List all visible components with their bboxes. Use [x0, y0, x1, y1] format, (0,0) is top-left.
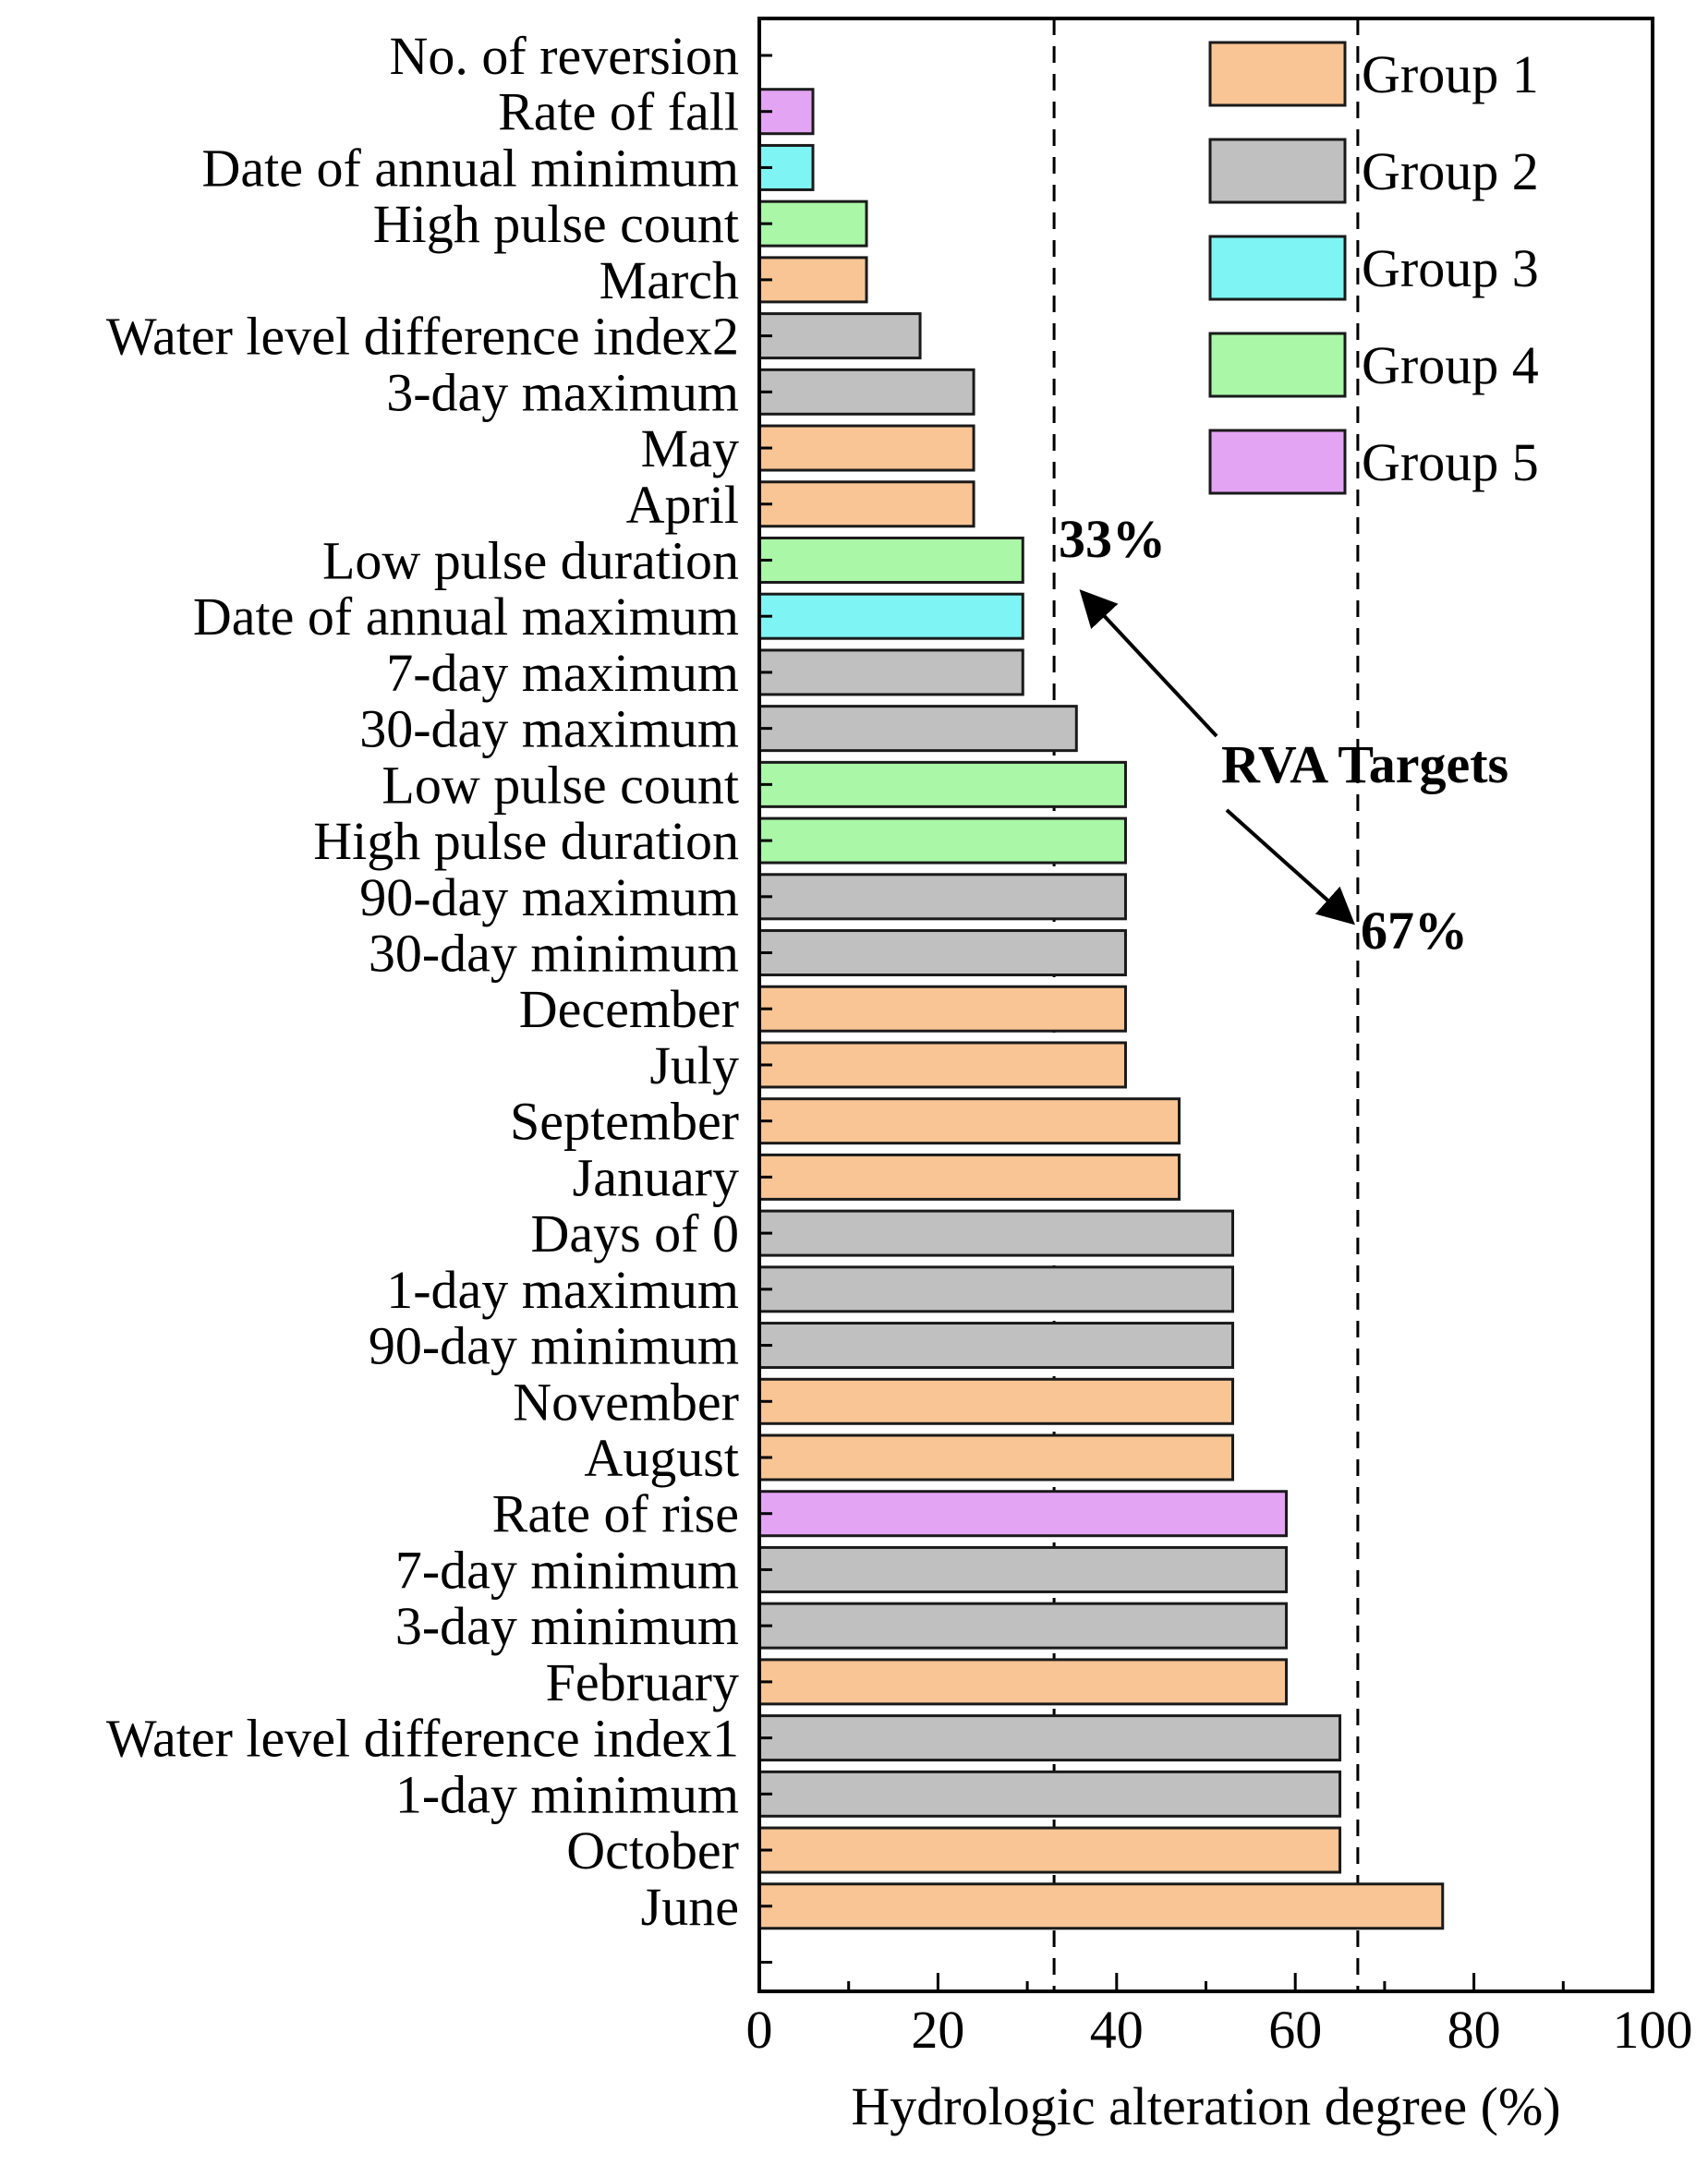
category-label: Water level difference index1: [106, 1709, 739, 1769]
arrow-to-67: [1225, 808, 1355, 925]
bar-10: [757, 592, 1024, 640]
bar-12: [757, 705, 1078, 753]
category-label: 30-day minimum: [369, 924, 739, 984]
bar-22: [757, 1265, 1235, 1313]
category-label: Low pulse duration: [322, 530, 739, 590]
bar-5: [757, 312, 922, 360]
legend-swatch: [1208, 235, 1347, 301]
legend-swatch: [1208, 429, 1347, 495]
bar-33: [757, 1882, 1445, 1930]
category-label: November: [513, 1372, 739, 1432]
bar-9: [757, 536, 1024, 584]
bar-series: [757, 88, 1445, 1930]
category-label: 90-day maximum: [359, 867, 739, 927]
category-label: 3-day maximum: [386, 362, 739, 422]
bar-23: [757, 1322, 1235, 1370]
category-label: May: [641, 418, 739, 478]
x-tick-label: 20: [911, 2000, 964, 2060]
bar-15: [757, 873, 1127, 921]
bar-30: [757, 1714, 1342, 1762]
category-label: Low pulse count: [382, 755, 739, 815]
bar-11: [757, 648, 1024, 696]
bar-20: [757, 1153, 1181, 1201]
category-label: January: [573, 1147, 739, 1207]
category-label: Rate of rise: [492, 1484, 739, 1544]
legend-swatch: [1208, 138, 1347, 204]
x-tick-label: 0: [746, 2000, 773, 2060]
category-label: August: [584, 1428, 739, 1488]
rva-targets-label: RVA Targets: [1221, 734, 1508, 794]
category-label: 3-day minimum: [395, 1596, 739, 1656]
category-label: July: [649, 1035, 739, 1095]
bar-4: [757, 256, 868, 304]
bar-13: [757, 760, 1127, 808]
category-label: Rate of fall: [498, 82, 739, 142]
category-label: High pulse duration: [313, 811, 739, 871]
category-label: 1-day minimum: [395, 1764, 739, 1824]
legend-swatch: [1208, 41, 1347, 107]
high-target-label: 67%: [1361, 901, 1468, 961]
axes: 0 20 40 60 80 100 Hydrologic alteration degree…: [746, 17, 1693, 2136]
category-label: 90-day minimum: [369, 1316, 739, 1376]
category-label: High pulse count: [373, 194, 739, 254]
bar-14: [757, 816, 1127, 865]
bar-17: [757, 985, 1127, 1033]
bar-31: [757, 1770, 1342, 1818]
bar-29: [757, 1658, 1289, 1706]
bar-21: [757, 1209, 1235, 1257]
category-label: October: [566, 1820, 739, 1881]
legend: Group 1 Group 2 Group 3 Group 4 Group 5: [1208, 41, 1539, 495]
category-label: December: [519, 979, 739, 1039]
bar-27: [757, 1545, 1289, 1593]
bar-18: [757, 1041, 1127, 1089]
category-label: Days of 0: [530, 1203, 739, 1264]
arrow-to-33: [1079, 589, 1218, 738]
bar-32: [757, 1826, 1342, 1874]
bar-26: [757, 1490, 1289, 1538]
category-label: Water level difference index2: [106, 307, 739, 367]
bar-25: [757, 1433, 1235, 1482]
category-label: June: [641, 1877, 739, 1937]
legend-label: Group 5: [1362, 432, 1539, 492]
bar-6: [757, 368, 975, 416]
bar-16: [757, 929, 1127, 977]
x-tick-label: 40: [1090, 2000, 1144, 2060]
low-target-label: 33%: [1059, 509, 1166, 569]
bar-7: [757, 424, 975, 472]
category-label: September: [510, 1092, 739, 1152]
x-tick-label: 60: [1268, 2000, 1322, 2060]
category-label: 1-day maximum: [386, 1260, 739, 1320]
legend-label: Group 3: [1362, 238, 1539, 298]
category-label: 7-day minimum: [395, 1540, 739, 1600]
x-tick-label: 80: [1448, 2000, 1501, 2060]
legend-label: Group 2: [1362, 141, 1539, 201]
x-tick-label: 100: [1613, 2000, 1693, 2060]
category-label: No. of reversion: [389, 26, 739, 86]
category-label: March: [600, 250, 739, 310]
x-axis-title: Hydrologic alteration degree (%): [851, 2076, 1560, 2136]
category-label: April: [626, 475, 739, 535]
legend-swatch: [1208, 332, 1347, 398]
legend-label: Group 1: [1362, 44, 1539, 104]
category-label: 30-day maximum: [359, 699, 739, 759]
bar-19: [757, 1097, 1181, 1145]
category-label: Date of annual minimum: [202, 138, 739, 198]
bar-8: [757, 480, 975, 528]
category-label: 7-day maximum: [386, 643, 739, 703]
bar-28: [757, 1602, 1289, 1650]
category-label: February: [546, 1652, 739, 1712]
bar-24: [757, 1377, 1235, 1425]
rva-annotations: 33% 67% RVA Targets: [1059, 509, 1508, 961]
category-label: Date of annual maximum: [193, 587, 739, 647]
legend-label: Group 4: [1362, 335, 1539, 395]
bar-3: [757, 200, 868, 248]
